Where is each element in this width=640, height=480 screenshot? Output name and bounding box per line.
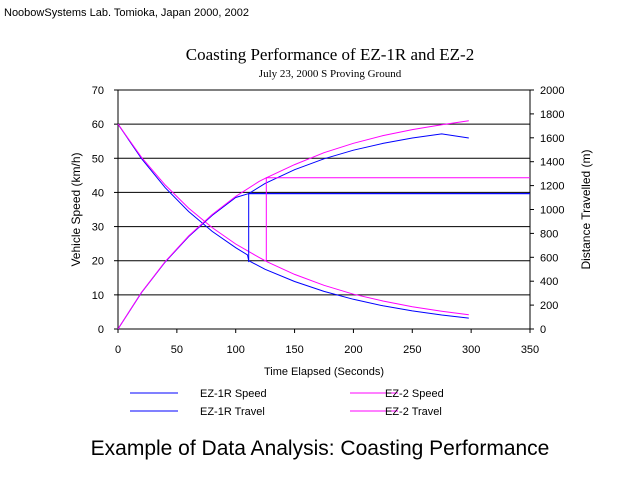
legend-label: EZ-1R Speed [200, 388, 267, 400]
y2-tick-label: 1800 [540, 109, 564, 121]
series-ez-1r-speed [117, 123, 469, 319]
credit-text: NoobowSystems Lab. Tomioka, Japan 2000, … [4, 7, 250, 19]
series-ez-2-speed [117, 123, 469, 316]
plot-area [118, 90, 530, 329]
x-tick-label: 150 [285, 344, 303, 356]
y-tick-label: 20 [92, 256, 104, 268]
y-tick-label: 60 [92, 119, 104, 131]
x-tick-label: 100 [227, 344, 245, 356]
y-tick-label: 70 [92, 85, 104, 97]
y2-tick-label: 800 [540, 228, 558, 240]
legend-label: EZ-2 Speed [385, 388, 444, 400]
y2-tick-label: 400 [540, 276, 558, 288]
y2-tick-label: 600 [540, 252, 558, 264]
y2-axis-label: Distance Travelled (m) [579, 149, 593, 269]
y-tick-label: 40 [92, 187, 104, 199]
x-tick-label: 200 [344, 344, 362, 356]
x-tick-label: 0 [115, 344, 121, 356]
chart-title: Coasting Performance of EZ-1R and EZ-2 [186, 45, 474, 64]
y2-tick-label: 0 [540, 324, 546, 336]
y-tick-label: 30 [92, 222, 104, 234]
x-tick-label: 250 [403, 344, 421, 356]
x-tick-label: 50 [171, 344, 183, 356]
x-tick-label: 300 [462, 344, 480, 356]
caption-text: Example of Data Analysis: Coasting Perfo… [90, 437, 550, 460]
y-axis-label: Vehicle Speed (km/h) [69, 152, 83, 266]
y2-tick-label: 1200 [540, 181, 564, 193]
x-axis-label: Time Elapsed (Seconds) [264, 366, 384, 378]
chart-subtitle: July 23, 2000 S Proving Ground [259, 68, 402, 80]
x-tick-label: 350 [521, 344, 539, 356]
y2-tick-label: 1400 [540, 157, 564, 169]
y2-tick-label: 1600 [540, 133, 564, 145]
y-tick-label: 0 [98, 324, 104, 336]
y2-tick-label: 1000 [540, 205, 564, 217]
legend-label: EZ-2 Travel [385, 406, 442, 418]
marker-line [265, 177, 530, 261]
legend-label: EZ-1R Travel [200, 406, 265, 418]
y2-tick-label: 2000 [540, 85, 564, 97]
y2-tick-label: 200 [540, 300, 558, 312]
y-tick-label: 50 [92, 153, 104, 165]
y-tick-label: 10 [92, 290, 104, 302]
